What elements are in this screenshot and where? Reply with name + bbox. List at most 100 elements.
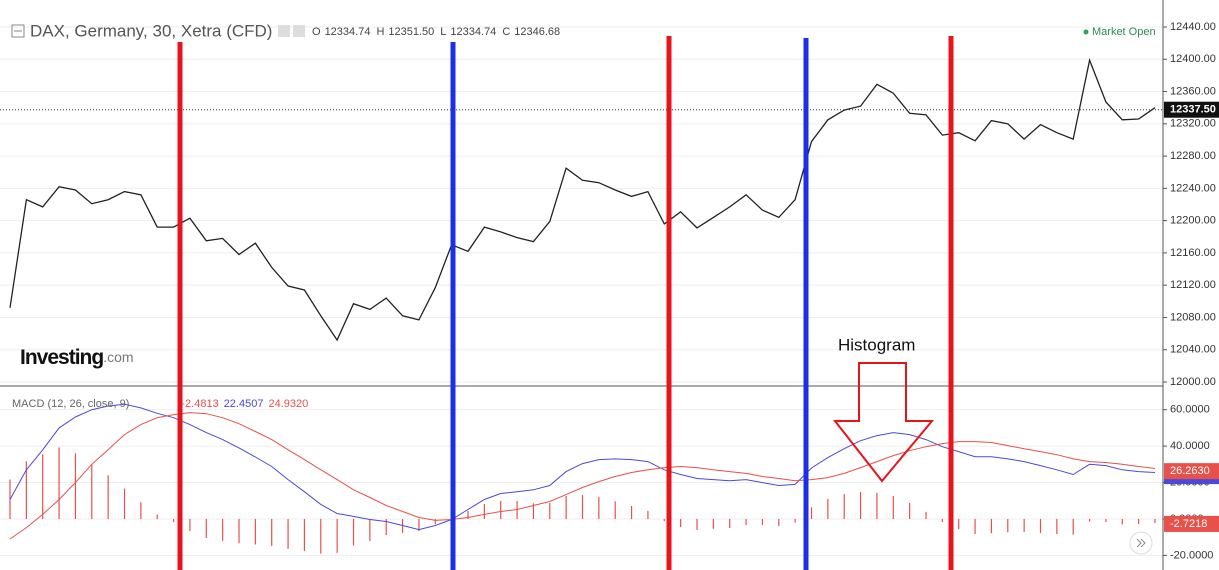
y-tick-label: 12200.00 — [1170, 215, 1216, 227]
y-tick-label: 12360.00 — [1170, 85, 1216, 97]
histogram-bar — [827, 498, 829, 519]
histogram-bar — [238, 518, 240, 544]
y-tick-label: 12320.00 — [1170, 118, 1216, 130]
histogram-bar — [336, 518, 338, 553]
histogram-bar — [794, 518, 796, 523]
collapse-icon[interactable] — [11, 24, 25, 38]
histogram-bar — [172, 518, 175, 523]
settings-icon[interactable] — [293, 25, 305, 37]
logo: Investing.com — [20, 346, 134, 369]
legend-value: 22.4507 — [224, 398, 264, 410]
y-tick-label: 12000.00 — [1170, 376, 1216, 388]
histogram-bar — [958, 518, 960, 530]
histogram-bar — [42, 454, 44, 519]
price-line — [9, 57, 1156, 342]
ohlc-key: H — [376, 26, 384, 38]
logo-suffix: .com — [103, 349, 133, 365]
histogram-bar — [647, 510, 649, 519]
instrument-title: DAX, Germany, 30, Xetra (CFD) — [30, 21, 272, 40]
histogram-bar — [761, 518, 764, 526]
logo-text: Investing — [20, 346, 103, 369]
y-tick-label: 12440.00 — [1170, 21, 1216, 33]
histogram-bar — [712, 518, 714, 529]
last-value-badge — [1164, 515, 1219, 532]
histogram-bar — [271, 518, 273, 546]
histogram-bar — [892, 496, 894, 519]
histogram-bar — [254, 518, 256, 545]
ohlc-value: 12351.50 — [388, 26, 434, 38]
y-tick-label: 12240.00 — [1170, 182, 1216, 194]
histogram-bar — [696, 518, 698, 530]
annotation-arrow — [832, 362, 935, 483]
histogram-bar — [156, 514, 158, 519]
histogram-bar — [810, 507, 813, 519]
histogram-bar — [549, 502, 551, 519]
last-value-label: 26.2630 — [1170, 465, 1210, 477]
histogram-bar — [483, 504, 485, 519]
histogram-bar — [729, 518, 731, 529]
scroll-icon — [1136, 538, 1146, 548]
histogram-bar — [909, 502, 911, 519]
y-tick-label: 12280.00 — [1170, 150, 1216, 162]
macd-legend: MACD (12, 26, close, 9) -2.4813 22.4507 24.… — [12, 398, 308, 410]
histogram-bar — [25, 461, 27, 519]
last-price-badge — [1164, 101, 1219, 118]
histogram-bar — [140, 502, 142, 519]
annotation-text: Histogram — [838, 335, 915, 354]
settings-icon[interactable] — [278, 25, 290, 37]
histogram-bar — [941, 518, 943, 523]
histogram-bar — [320, 518, 322, 554]
histogram-bar — [91, 464, 93, 519]
histogram-bar — [974, 518, 976, 535]
histogram-bar — [516, 501, 518, 519]
market-status: Market Open — [1092, 26, 1156, 38]
histogram-bar — [1105, 518, 1107, 523]
histogram-bar — [581, 495, 584, 519]
ohlc-value: 12346.68 — [514, 26, 560, 38]
histogram-bar — [303, 518, 306, 552]
histogram-bar — [107, 475, 109, 519]
histogram-bar — [205, 518, 207, 538]
macd-line — [9, 403, 1156, 531]
ohlc-value: 12334.74 — [325, 26, 371, 38]
histogram-bar — [778, 518, 780, 526]
histogram-bar — [598, 496, 600, 519]
histogram-bar — [352, 518, 355, 546]
histogram-bar — [123, 488, 126, 519]
histogram-bar — [58, 447, 60, 519]
ohlc: O 12334.74 H 12351.50 L 12334.74 C 12346.68 — [312, 26, 560, 38]
y-tick-label: 12160.00 — [1170, 247, 1216, 259]
histogram-bar — [1039, 518, 1042, 534]
y-tick-label: -20.0000 — [1170, 549, 1213, 561]
macd-title: MACD (12, 26, close, 9) — [12, 398, 129, 410]
y-tick-label: 12120.00 — [1170, 279, 1216, 291]
histogram-bar — [1088, 518, 1091, 522]
histogram-bar — [500, 500, 502, 519]
histogram-bar — [532, 503, 535, 519]
plot-area — [0, 26, 1163, 556]
y-tick-label: 40.0000 — [1170, 440, 1210, 452]
histogram-bar — [1072, 518, 1074, 535]
histogram-bar — [859, 492, 862, 519]
histogram-bar — [630, 506, 633, 519]
histogram-bar — [614, 501, 616, 519]
histogram-bar — [222, 518, 224, 541]
histogram-bar — [745, 518, 747, 526]
histogram-bar — [467, 510, 469, 519]
histogram-bar — [990, 518, 993, 534]
histogram-bar — [1056, 518, 1058, 535]
legend-value: -2.4813 — [181, 398, 218, 410]
ohlc-key: C — [502, 26, 510, 38]
y-tick-label: 12040.00 — [1170, 344, 1216, 356]
legend-value: 24.9320 — [268, 398, 308, 410]
histogram-bar — [1154, 518, 1156, 523]
y-tick-label: 12400.00 — [1170, 53, 1216, 65]
last-value-label: -2.7218 — [1170, 518, 1207, 530]
histogram-bar — [369, 518, 371, 542]
ohlc-value: 12334.74 — [450, 26, 496, 38]
histogram-bar — [385, 518, 387, 536]
histogram-bar — [434, 518, 436, 525]
histogram-bar — [287, 518, 289, 549]
histogram-bar — [1121, 518, 1123, 525]
